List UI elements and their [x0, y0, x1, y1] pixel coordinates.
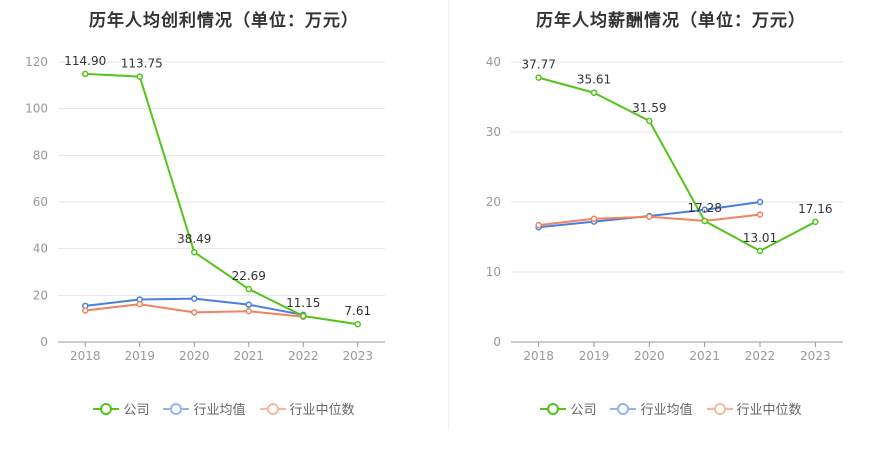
data-point[interactable] [756, 211, 764, 218]
legend-item-industry-avg[interactable]: 行业均值 [163, 399, 246, 418]
chart-panel-profit: 历年人均创利情况（单位：万元） 0 20 40 60 80 100 120 2018 2019 2… [0, 11, 448, 418]
salary-chart: 0 10 20 30 40 2018 2019 2020 2021 2022 2023 37.77 35… [486, 55, 843, 363]
legend-line-icon [93, 402, 120, 415]
legend-item-industry-avg[interactable]: 行业均值 [610, 399, 693, 418]
legend-label: 行业中位数 [736, 403, 802, 418]
legend-line-icon [259, 402, 286, 415]
legend-item-industry-median[interactable]: 行业中位数 [706, 399, 802, 418]
legend-line-icon [163, 402, 190, 415]
y-tick-label: 20 [486, 195, 501, 209]
legend-line-icon [706, 402, 733, 415]
series-line [538, 76, 816, 252]
series-line [85, 72, 358, 326]
legend-item-company[interactable]: 公司 [93, 399, 149, 418]
data-point[interactable] [245, 301, 252, 308]
profit-chart: 0 20 40 60 80 100 120 2018 2019 2020 2021 2022 2023 1… [25, 54, 385, 363]
y-tick-label: 40 [486, 55, 501, 69]
y-tick-label: 100 [25, 102, 48, 116]
data-label: 17.16 [798, 202, 832, 216]
data-label: 37.77 [521, 58, 555, 72]
y-tick-label: 80 [33, 148, 48, 162]
data-point[interactable] [191, 295, 198, 302]
data-point[interactable] [354, 320, 361, 328]
x-tick-label: 2018 [523, 349, 554, 363]
data-label: 7.61 [344, 304, 371, 318]
x-tick-label: 2022 [288, 349, 319, 363]
y-tick-label: 40 [33, 242, 48, 256]
data-point[interactable] [590, 215, 598, 223]
data-label: 35.61 [577, 73, 611, 87]
data-point[interactable] [245, 307, 252, 315]
legend-label: 公司 [570, 403, 597, 418]
legend-item-company[interactable]: 公司 [540, 399, 596, 418]
data-label: 113.75 [121, 57, 163, 71]
chart-legend: 公司 行业均值 行业中位数 [449, 399, 893, 418]
data-point[interactable] [812, 218, 819, 226]
data-point[interactable] [136, 300, 143, 308]
data-label: 22.69 [232, 269, 266, 283]
data-point[interactable] [535, 74, 542, 81]
x-tick-label: 2019 [579, 349, 610, 363]
chart-title: 历年人均薪酬情况（单位：万元） [536, 11, 806, 31]
x-tick-label: 2021 [233, 349, 264, 363]
legend-line-icon [540, 402, 567, 415]
legend-label: 行业中位数 [289, 403, 355, 418]
data-label: 31.59 [632, 101, 666, 115]
data-label: 11.15 [286, 296, 320, 310]
x-tick-label: 2023 [800, 349, 831, 363]
data-label: 114.90 [64, 54, 106, 68]
y-tick-label: 0 [40, 335, 48, 349]
y-tick-label: 10 [486, 265, 501, 279]
x-tick-label: 2020 [179, 349, 210, 363]
data-point[interactable] [646, 213, 653, 220]
y-tick-label: 20 [33, 288, 48, 302]
x-tick-label: 2020 [634, 349, 665, 363]
data-point[interactable] [646, 117, 653, 125]
x-tick-label: 2021 [689, 349, 720, 363]
data-point[interactable] [701, 206, 708, 213]
legend-label: 公司 [123, 403, 150, 418]
y-tick-label: 120 [25, 55, 48, 69]
data-label: 38.49 [177, 232, 211, 246]
data-point[interactable] [82, 307, 89, 314]
chart-legend: 公司 行业均值 行业中位数 [0, 399, 448, 418]
y-tick-label: 0 [493, 335, 501, 349]
x-tick-label: 2023 [342, 349, 373, 363]
chart-panel-salary: 历年人均薪酬情况（单位：万元） 0 10 20 30 40 2018 2019 2020 202… [449, 0, 893, 458]
y-tick-label: 30 [486, 125, 501, 139]
data-point[interactable] [590, 89, 598, 96]
data-point[interactable] [756, 247, 764, 255]
x-tick-label: 2022 [745, 349, 776, 363]
y-tick-label: 60 [33, 195, 48, 209]
data-point[interactable] [535, 221, 542, 229]
legend-line-icon [610, 402, 637, 415]
data-label: 13.01 [743, 231, 777, 245]
data-label: 17.28 [687, 201, 721, 215]
chart-title: 历年人均创利情况（单位：万元） [89, 11, 359, 31]
legend-item-industry-median[interactable]: 行业中位数 [259, 399, 355, 418]
data-point[interactable] [300, 312, 307, 320]
data-point[interactable] [701, 217, 708, 225]
data-point[interactable] [191, 248, 198, 256]
x-tick-label: 2019 [124, 349, 155, 363]
legend-label: 行业均值 [640, 403, 693, 418]
data-point[interactable] [756, 198, 764, 206]
legend-label: 行业均值 [193, 403, 246, 418]
panel-divider [448, 0, 449, 430]
data-point[interactable] [245, 285, 252, 293]
x-tick-label: 2018 [70, 349, 101, 363]
data-point[interactable] [136, 73, 143, 80]
data-point[interactable] [191, 309, 198, 316]
data-point[interactable] [82, 70, 89, 78]
